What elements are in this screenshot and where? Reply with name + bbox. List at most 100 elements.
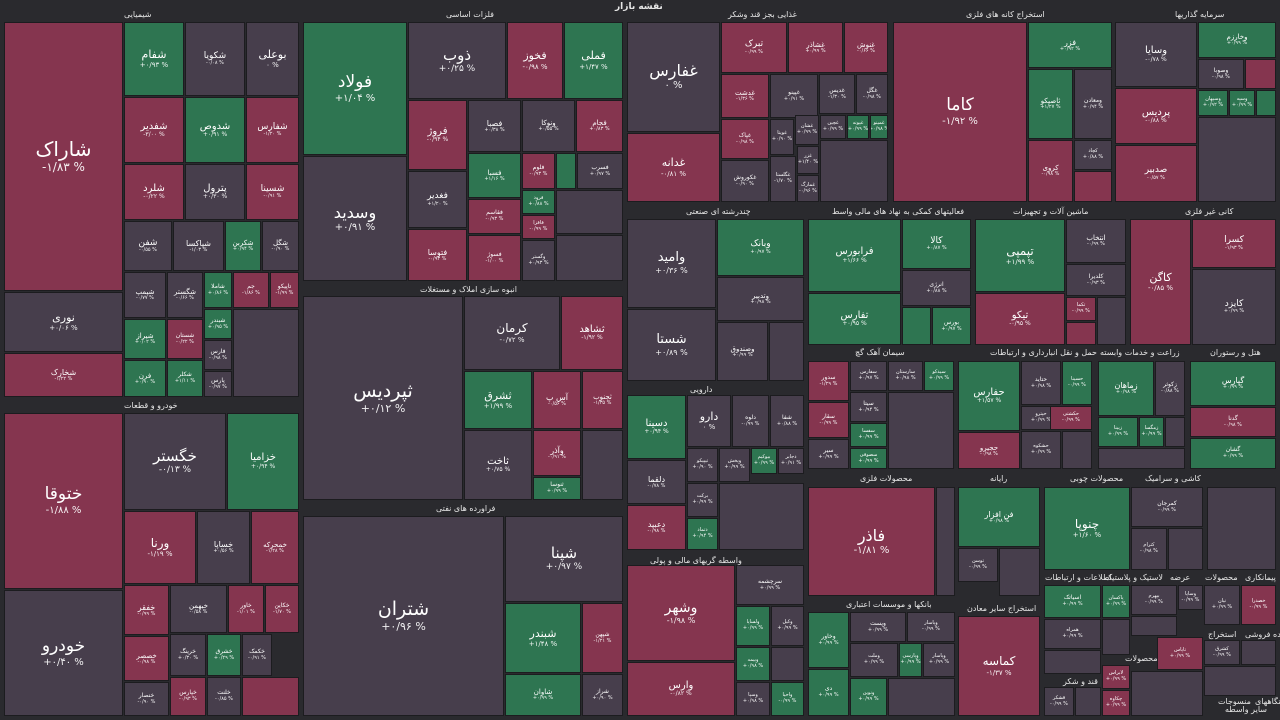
stock-tile[interactable]: صدبیر -۰/۵۷ % — [1115, 145, 1197, 202]
stock-tile[interactable]: تاپیکو -۱/۹۹ % — [270, 272, 299, 308]
stock-tile[interactable]: خگستر -۰/۱۳ % — [124, 413, 226, 510]
stock-tile[interactable]: شاملا +۰/۸۶ % — [204, 272, 232, 308]
stock-tile[interactable]: پاکسان +۰/۹۹ % — [1102, 585, 1130, 618]
stock-tile[interactable]: خکاین -۱/۷۰ % — [265, 585, 299, 633]
stock-tile[interactable]: شفدیر -۳/۰۰ % — [124, 97, 184, 163]
stock-tile[interactable]: ومعادن +۰/۹۴ % — [1074, 69, 1112, 139]
stock-tile[interactable]: وسپهان +۰/۹۲ % — [1198, 90, 1228, 116]
stock-tile[interactable]: وشهر -۱/۹۸ % — [627, 565, 735, 661]
stock-tile[interactable] — [1131, 616, 1177, 636]
stock-tile[interactable]: شسینا -۰/۹۱ % — [246, 164, 299, 220]
stock-tile[interactable]: خزامیا +۰/۹۴ % — [227, 413, 299, 510]
stock-tile[interactable]: خنصار -۰/۹۰ % — [124, 682, 169, 716]
stock-tile[interactable]: فلوم -۰/۹۳ % — [522, 153, 555, 189]
stock-tile[interactable] — [1207, 487, 1276, 570]
stock-tile[interactable]: نوری +۰/۰۶ % — [4, 292, 123, 352]
stock-tile[interactable]: سصوفی +۰/۹۹ % — [850, 448, 887, 469]
stock-tile[interactable]: سیدکو +۰/۹۹ % — [924, 361, 954, 391]
stock-tile[interactable]: بوعلی ۰ % — [246, 22, 299, 96]
stock-tile[interactable]: وپست +۰/۹۹ % — [850, 612, 906, 642]
stock-tile[interactable]: ختوقا -۱/۸۸ % — [4, 413, 123, 589]
stock-tile[interactable]: کماسه -۱/۳۷ % — [958, 616, 1040, 716]
stock-tile[interactable]: فجام +۰/۸۳ % — [576, 100, 623, 152]
stock-tile[interactable]: تاپاس +۰/۹۹ % — [1157, 637, 1203, 670]
stock-tile[interactable]: کشرق -۰/۹۹ % — [1204, 640, 1240, 665]
stock-tile[interactable]: خپارس -۰/۹۳ % — [170, 677, 206, 716]
stock-tile[interactable]: وسدید +۰/۹۱ % — [303, 156, 407, 281]
stock-tile[interactable]: ثنوسا +۰/۹۹ % — [533, 477, 581, 500]
stock-tile[interactable]: فرن +۰/۹۰ % — [124, 360, 166, 397]
stock-tile[interactable]: وخارزم +۰/۹۹ % — [1198, 22, 1276, 58]
stock-tile[interactable]: غمینو+۰/۹۸ % — [870, 115, 888, 139]
stock-tile[interactable]: خفقر -۰/۹۹ % — [124, 585, 169, 635]
stock-tile[interactable]: ونوین +۰/۹۹ % — [850, 678, 887, 716]
stock-tile[interactable]: تیپیکو +۰/۹۰ % — [687, 448, 718, 482]
stock-tile[interactable]: وپاسار -۰/۹۹ % — [907, 612, 955, 642]
stock-tile[interactable]: بپهرم -۰/۹۹ % — [1131, 585, 1177, 615]
stock-tile[interactable]: وخاور +۰/۹۹ % — [808, 612, 849, 668]
stock-tile[interactable]: شیراز +۰/۰۲ % — [124, 319, 166, 359]
stock-tile[interactable] — [719, 483, 804, 550]
stock-tile[interactable]: انرژی +۰/۸۸ % — [902, 270, 971, 306]
stock-tile[interactable]: حسینا -۰/۹۹ % — [1062, 361, 1092, 405]
stock-tile[interactable]: غدشت -۱/۳۶ % — [721, 74, 769, 118]
stock-tile[interactable]: کاگن -۰/۸۵ % — [1130, 219, 1191, 345]
stock-tile[interactable]: فارس -۰/۹۸ % — [204, 340, 232, 370]
stock-tile[interactable]: دلقما -۰/۷۸ % — [627, 460, 686, 504]
stock-tile[interactable]: وصندوق +۰/۹۹ % — [717, 322, 768, 381]
stock-tile[interactable]: دلوه -۰/۹۹ % — [732, 395, 769, 447]
stock-tile[interactable]: شبندر +۱/۴۸ % — [505, 603, 581, 673]
stock-tile[interactable]: غدیس -۱/۳۰ % — [819, 74, 855, 114]
stock-tile[interactable]: شراز +۰/۹۰ % — [582, 674, 623, 716]
stock-tile[interactable]: شفن -۰/۵۵ % — [124, 221, 172, 271]
stock-tile[interactable]: پردیس -۰/۸۸ % — [1115, 88, 1197, 144]
stock-tile[interactable] — [556, 190, 623, 234]
stock-tile[interactable]: زماهان +۰/۹۸ % — [1098, 361, 1154, 416]
stock-tile[interactable] — [1102, 619, 1130, 655]
stock-tile[interactable]: وامید +۰/۳۶ % — [627, 219, 716, 308]
stock-tile[interactable]: خکمک -۰/۹۱ % — [242, 634, 272, 676]
stock-tile[interactable]: شکلر +۱/۱۱ % — [167, 360, 203, 397]
stock-tile[interactable]: شتران +۰/۹۶ % — [303, 516, 504, 716]
stock-tile[interactable]: کالا +۰/۸۷ % — [902, 219, 971, 269]
stock-tile[interactable]: تبرک -۰/۹۹ % — [721, 22, 787, 73]
stock-tile[interactable]: وپاسار +۰/۹۹ % — [923, 643, 955, 677]
stock-tile[interactable]: غگلستا -۱/۷۰ % — [770, 156, 796, 202]
stock-tile[interactable]: خاور -۱/۰۱ % — [228, 585, 264, 633]
stock-tile[interactable]: کروی -۰/۹۸ % — [1028, 140, 1073, 202]
stock-tile[interactable]: فسوژ -۱/۰۰ % — [468, 235, 521, 281]
stock-tile[interactable]: همراه +۰/۹۹ % — [1044, 619, 1101, 649]
stock-tile[interactable]: غدانه -۰/۸۱ % — [627, 133, 720, 202]
stock-tile[interactable]: شپنا +۰/۹۷ % — [505, 516, 623, 602]
stock-tile[interactable] — [1131, 671, 1203, 716]
stock-tile[interactable]: فسبا +۱/۱۶ % — [468, 153, 521, 198]
stock-tile[interactable]: خشرق +۰/۲۹ % — [207, 634, 241, 676]
stock-tile[interactable]: ثاخت +۰/۷۵ % — [464, 430, 532, 500]
stock-tile[interactable] — [771, 647, 804, 681]
stock-tile[interactable]: بیوکیم +۰/۹۹ % — [751, 448, 777, 474]
stock-tile[interactable]: فصبا +۰/۳۸ % — [468, 100, 521, 152]
stock-tile[interactable]: دتماد +۰/۹۴ % — [687, 518, 718, 550]
stock-tile[interactable] — [936, 487, 955, 596]
stock-tile[interactable]: فافزا -۰/۹۹ % — [522, 215, 555, 239]
stock-tile[interactable]: شاوان +۰/۹۹ % — [505, 674, 581, 716]
stock-tile[interactable] — [888, 392, 954, 469]
stock-tile[interactable]: کاما -۱/۹۲ % — [893, 22, 1027, 202]
stock-tile[interactable]: وپخش +۰/۹۹ % — [719, 448, 750, 482]
stock-tile[interactable]: وگستر +۰/۹۳ % — [522, 240, 555, 281]
stock-tile[interactable]: شکویا -۰/۰۸ % — [185, 22, 245, 96]
stock-tile[interactable]: فخوز -۰/۹۸ % — [507, 22, 563, 99]
stock-tile[interactable]: وساپا -۰/۹۹ % — [1178, 585, 1203, 610]
stock-tile[interactable]: وسپا +۰/۹۸ % — [736, 682, 770, 716]
stock-tile[interactable]: غزر +۱/۴۰ % — [797, 146, 819, 174]
stock-tile[interactable] — [1168, 528, 1203, 570]
stock-tile[interactable] — [820, 140, 888, 202]
stock-tile[interactable]: غپونه +۰/۹۹ % — [847, 115, 869, 139]
stock-tile[interactable] — [1198, 117, 1276, 202]
stock-tile[interactable]: فرود +۰/۸۸ % — [522, 190, 555, 214]
stock-tile[interactable]: چنوپا +۱/۶۰ % — [1044, 487, 1130, 570]
stock-tile[interactable]: سفارس +۰/۹۷ % — [850, 361, 887, 391]
stock-tile[interactable] — [1165, 417, 1185, 447]
stock-tile[interactable]: وآذر -۰/۹۱ % — [533, 430, 581, 476]
stock-tile[interactable]: سیتا +۰/۹۴ % — [850, 392, 887, 422]
